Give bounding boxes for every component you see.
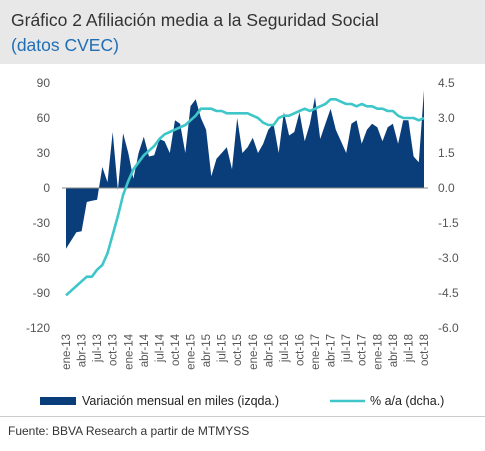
source-separator bbox=[0, 416, 485, 417]
y-right-tick-label: 3.0 bbox=[438, 111, 455, 125]
area-series-monthly-variation bbox=[66, 90, 424, 249]
x-tick-label: jul-13 bbox=[92, 334, 104, 363]
x-tick-label: ene-14 bbox=[123, 333, 135, 369]
title-box: Gráfico 2 Afiliación media a la Segurida… bbox=[0, 0, 485, 64]
y-right-tick-label: 1.5 bbox=[438, 146, 455, 160]
y-left-tick-label: 90 bbox=[37, 76, 51, 90]
legend-label-area: Variación mensual en miles (izqda.) bbox=[82, 394, 279, 408]
x-tick-label: jul-16 bbox=[279, 334, 291, 363]
y-right-tick-label: -4.5 bbox=[438, 286, 459, 300]
y-right-tick-label: -1.5 bbox=[438, 216, 459, 230]
y-left-tick-label: -120 bbox=[26, 321, 50, 335]
y-right-tick-label: -3.0 bbox=[438, 251, 459, 265]
x-tick-label: oct-18 bbox=[419, 334, 431, 366]
x-tick-label: ene-18 bbox=[372, 334, 384, 370]
line-series-yoy bbox=[65, 98, 425, 297]
y-right-tick-label: -6.0 bbox=[438, 321, 459, 335]
x-tick-label: abr-17 bbox=[326, 334, 338, 367]
x-tick-label: oct-16 bbox=[294, 334, 306, 366]
y-left-tick-label: -90 bbox=[33, 286, 51, 300]
y-left-tick-label: -30 bbox=[33, 216, 51, 230]
y-left-tick-label: 0 bbox=[43, 181, 50, 195]
x-tick-label: jul-17 bbox=[341, 334, 353, 363]
x-tick-label: oct-15 bbox=[232, 334, 244, 366]
source-note: Fuente: BBVA Research a partir de MTMYSS bbox=[8, 424, 250, 438]
x-tick-label: oct-17 bbox=[357, 334, 369, 366]
x-tick-label: abr-14 bbox=[139, 333, 151, 367]
y-left-tick-label: 60 bbox=[37, 111, 51, 125]
x-tick-label: abr-13 bbox=[77, 334, 89, 367]
x-tick-label: ene-15 bbox=[186, 334, 198, 370]
x-tick-label: jul-15 bbox=[217, 334, 229, 363]
legend-label-line: % a/a (dcha.) bbox=[370, 394, 444, 408]
legend-swatch-area bbox=[40, 397, 76, 405]
x-tick-label: oct-14 bbox=[170, 333, 182, 366]
chart-title: Gráfico 2 Afiliación media a la Segurida… bbox=[11, 10, 379, 30]
x-tick-label: ene-13 bbox=[61, 334, 73, 370]
y-right-tick-label: 0.0 bbox=[438, 181, 455, 195]
chart-subtitle: (datos CVEC) bbox=[11, 35, 119, 55]
x-tick-label: abr-18 bbox=[388, 334, 400, 367]
y-left-tick-label: 30 bbox=[37, 146, 51, 160]
y-right-tick-label: 4.5 bbox=[438, 76, 455, 90]
y-left-tick-label: -60 bbox=[33, 251, 51, 265]
x-tick-label: ene-17 bbox=[310, 334, 322, 370]
x-tick-label: jul-14 bbox=[154, 333, 166, 363]
x-tick-label: ene-16 bbox=[248, 334, 260, 370]
x-tick-label: jul-18 bbox=[403, 334, 415, 363]
x-tick-label: abr-16 bbox=[263, 334, 275, 367]
x-tick-label: oct-13 bbox=[108, 334, 120, 366]
x-tick-label: abr-15 bbox=[201, 334, 213, 367]
